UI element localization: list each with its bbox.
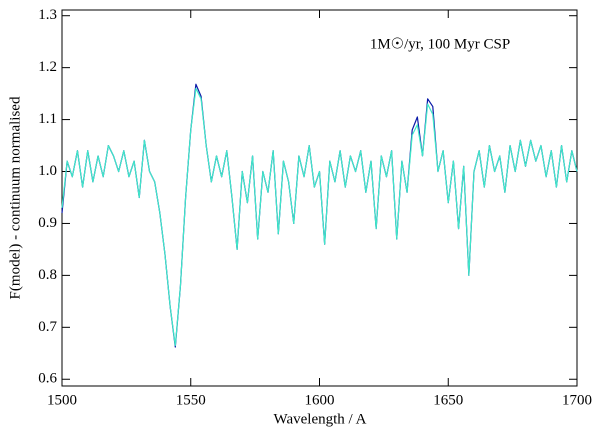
y-tick-label: 0.9 [38, 215, 57, 231]
y-tick-label: 1.3 [38, 7, 57, 23]
y-tick-label: 0.7 [38, 319, 57, 335]
x-axis-title: Wavelength / A [274, 411, 367, 427]
x-tick-label: 1500 [47, 392, 77, 408]
y-tick-label: 0.8 [38, 267, 57, 283]
x-tick-label: 1550 [176, 392, 206, 408]
spectrum-line [61, 83, 578, 348]
annotation: 1M☉/yr, 100 Myr CSP [370, 36, 510, 52]
x-tick-label: 1650 [433, 392, 463, 408]
y-tick-label: 1.1 [38, 111, 57, 127]
spectrum-line [61, 87, 578, 347]
x-tick-label: 1700 [562, 392, 592, 408]
x-tick-label: 1600 [305, 392, 335, 408]
y-axis-title: F(model) - continuum normalised [7, 96, 23, 299]
y-tick-label: 1.0 [38, 163, 57, 179]
y-tick-label: 0.6 [38, 371, 57, 387]
y-tick-label: 1.2 [38, 59, 57, 75]
